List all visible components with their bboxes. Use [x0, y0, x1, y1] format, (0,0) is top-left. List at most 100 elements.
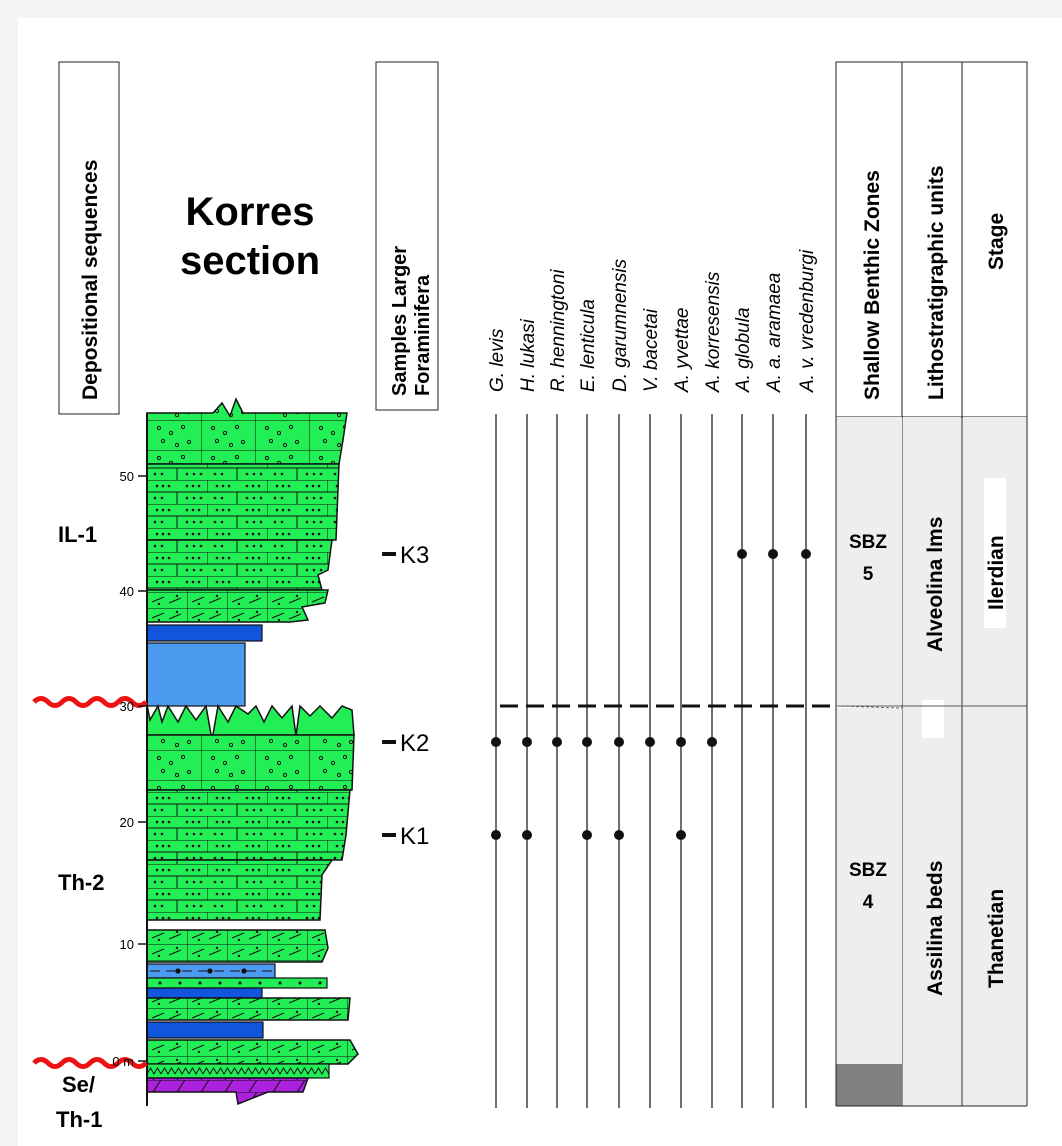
sbz-header: Shallow Benthic Zones	[861, 170, 884, 400]
bed-darkblue-lower	[146, 1021, 264, 1039]
bed-lightblue-gap	[146, 642, 246, 707]
sbz-5-line2: 5	[863, 564, 874, 585]
bed-dot	[175, 968, 181, 974]
stratigraphic-column	[146, 397, 359, 1106]
range-chart	[491, 414, 811, 1108]
occurrence-dot	[552, 737, 562, 747]
sequence-se: Se/	[62, 1072, 95, 1097]
occurrence-dot	[614, 737, 624, 747]
bed-dot	[298, 981, 302, 985]
bed-dolomite	[146, 1077, 310, 1106]
samples-header-line2: Foraminifera	[412, 274, 434, 396]
bed-dot	[207, 968, 213, 974]
occurrence-dot	[582, 737, 592, 747]
bed-nodular-k2	[146, 734, 355, 791]
bed-brick-k3	[146, 539, 333, 591]
zone-table-header	[835, 61, 1028, 418]
bed-marly-middle	[146, 929, 329, 963]
occurrence-dot	[768, 549, 778, 559]
sample-label: K2	[400, 730, 429, 757]
occurrence-dot	[801, 549, 811, 559]
occurrence-dot	[522, 830, 532, 840]
samples-header-line1: Samples Larger	[389, 246, 411, 396]
sample-label: K3	[400, 542, 429, 569]
litho-cell	[903, 417, 961, 1106]
occurrence-dot	[614, 830, 624, 840]
bed-brick-upper	[146, 463, 340, 541]
section-title-line2: section	[180, 239, 320, 283]
taxon-label: E. lenticula	[578, 299, 599, 392]
litho-gap	[922, 700, 944, 738]
sbz-4-line2: 4	[863, 892, 874, 913]
bed-dot	[241, 968, 247, 974]
occurrence-dot	[491, 737, 501, 747]
unconformity-lower	[32, 1057, 148, 1069]
bed-dot	[318, 981, 322, 985]
occurrence-dot	[707, 737, 717, 747]
sequence-th1: Th-1	[56, 1107, 102, 1132]
taxon-label: D. garumnensis	[610, 258, 631, 392]
depositional-header-box	[58, 61, 120, 415]
bed-dot	[178, 981, 182, 985]
occurrence-dot	[737, 549, 747, 559]
taxon-label: A. korresensis	[703, 271, 724, 393]
taxa-labels: G. levis H. lukasi R. henningtoni E. lentic…	[487, 249, 818, 393]
bed-brick-lower	[146, 859, 334, 921]
scale-tick-label: 50	[120, 469, 134, 484]
bed-dot	[238, 981, 242, 985]
sample-label: K1	[400, 823, 429, 850]
sbz-upper-cell	[836, 417, 902, 705]
litho-header: Lithostratigraphic units	[925, 165, 948, 400]
unconformity-upper	[32, 696, 148, 708]
bed-darkblue-upper	[146, 624, 263, 642]
occurrence-dot	[645, 737, 655, 747]
taxon-label: A. globula	[733, 307, 754, 393]
stage-lower: Thanetian	[985, 889, 1008, 988]
litho-lower: Assilina beds	[924, 861, 947, 996]
stage-label-bg-upper	[984, 478, 1006, 628]
taxon-label: H. lukasi	[518, 318, 539, 392]
occurrence-dot	[676, 830, 686, 840]
bed-zigzag	[146, 1063, 330, 1079]
bed-brick-k1	[146, 789, 351, 861]
taxon-label: G. levis	[487, 328, 508, 392]
taxon-label: A. yvettae	[672, 308, 693, 394]
sbz-4-line1: SBZ	[849, 860, 887, 881]
taxon-label: A. a. aramaea	[764, 273, 785, 393]
bed-marly-base	[146, 1039, 359, 1065]
occurrence-dot	[522, 737, 532, 747]
scale-tick-label: 30	[120, 699, 134, 714]
sequence-il1: IL-1	[58, 522, 97, 547]
bed-karst-top	[146, 703, 355, 741]
stage-upper: Ilerdian	[985, 535, 1008, 610]
stage-header: Stage	[985, 213, 1008, 270]
bed-dot	[278, 981, 282, 985]
sequence-th2: Th-2	[58, 870, 104, 895]
scale-tick-label: 0 m	[112, 1054, 134, 1069]
occurrence-dot	[676, 737, 686, 747]
depositional-header: Depositional sequences	[79, 160, 102, 400]
zone-table: Shallow Benthic Zones Lithostratigraphic…	[835, 61, 1028, 1107]
scale-tick-label: 40	[120, 584, 134, 599]
scale-tick-label: 20	[120, 815, 134, 830]
samples-header-box	[375, 61, 439, 411]
bed-marly-lower	[146, 997, 351, 1021]
zone-boundary-link	[835, 705, 903, 709]
taxon-label: R. henningtoni	[548, 269, 569, 392]
bed-dot	[258, 981, 262, 985]
bed-dot	[158, 981, 162, 985]
bed-dot	[198, 981, 202, 985]
taxon-label: A. v. vredenburgi	[797, 249, 818, 393]
taxon-label: V. bacetai	[641, 308, 662, 392]
bed-marly-upper	[146, 589, 329, 623]
thickness-scale: 50 40 30 20 10 0 m	[112, 469, 147, 1069]
bed-darkblue-thin	[146, 987, 263, 999]
sbz-lower-cell	[836, 708, 902, 1064]
sample-labels: K3 K2 K1	[382, 542, 429, 850]
occurrence-dot	[491, 830, 501, 840]
occurrence-dot	[582, 830, 592, 840]
scale-tick-label: 10	[120, 937, 134, 952]
section-title-line1: Korres	[186, 190, 315, 234]
